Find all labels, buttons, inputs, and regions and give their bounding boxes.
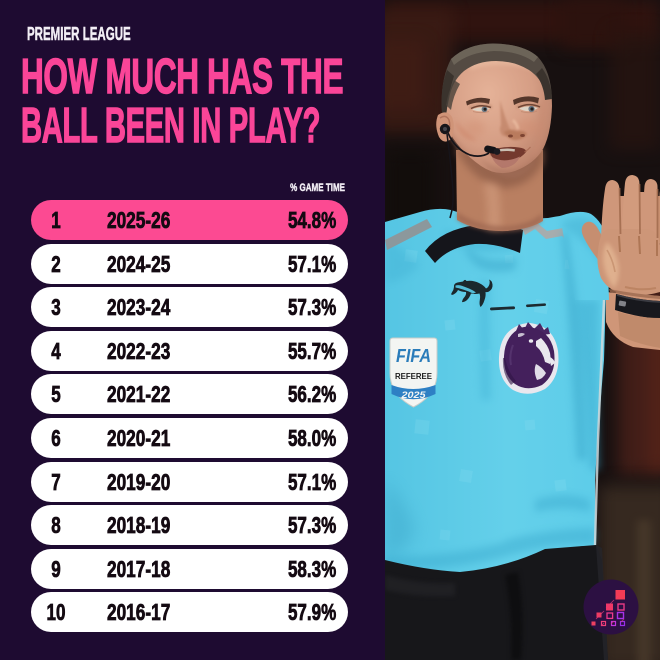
svg-text:REFEREE: REFEREE [395,371,432,381]
svg-text:2025: 2025 [400,390,426,400]
svg-text:FIFA: FIFA [396,346,431,366]
